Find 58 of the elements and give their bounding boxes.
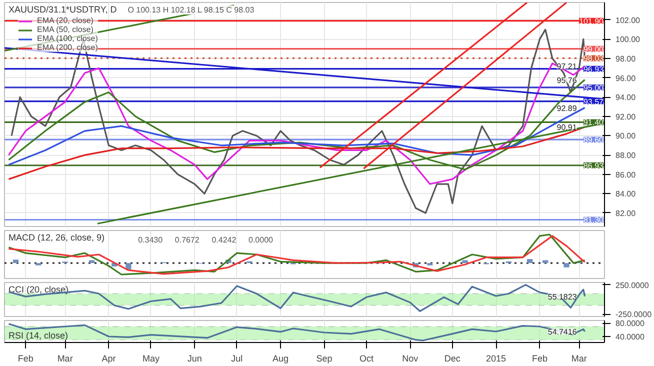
annotation: 90.91 [556,122,578,132]
y-tick-label: 82.00 [616,208,636,218]
legend-label: EMA (20, close) [37,16,94,25]
x-tick-label: Jun [187,354,202,364]
ref-line-label: 96.93 [583,64,604,74]
legend-label: EMA (200, close) [37,43,98,52]
ref-line-label: 98.03 [583,54,604,64]
y-tick-label: 98.00 [616,54,636,64]
y-tick-label: 84.00 [616,190,636,199]
chart-title: XAUUSD/31.1*USDTRY, D [8,4,118,14]
annotation: 0.7672 [174,236,200,244]
ref-line-label: 99.00 [583,44,604,54]
annotation: 0.0000 [248,236,274,244]
x-tick-label: Sep [316,354,332,364]
y-tick-label: 102.00 [616,16,641,25]
y-tick-label: 40.0000 [616,332,645,342]
ref-line-label: 95.00 [583,83,604,92]
ref-line-label: 81.30 [583,216,604,225]
x-tick-label: Dec [444,354,461,364]
annotation: 97.21 [556,62,578,72]
annotation: 0.4242 [212,236,237,244]
text: RSI (14, close) [8,330,68,340]
x-tick-label: Oct [359,354,374,364]
y-tick-label: 250.0000 [616,280,650,290]
legend-label: EMA (100, close) [37,34,98,43]
x-tick-label: Jul [231,354,243,364]
y-tick-label: 100.00 [616,35,641,44]
ref-line-label: 101.90 [579,16,604,26]
x-tick-label: Mar [57,354,73,364]
y-tick-label: -250.0000 [616,310,652,320]
x-tick-label: Mar [571,354,587,364]
ref-line-label: 89.60 [583,136,604,145]
y-tick-label: 96.00 [616,74,636,83]
annotation: 95.76 [556,76,578,86]
y-tick-label: 90.00 [616,132,636,141]
y-tick-label: 94.00 [616,93,636,102]
ref-line-label: 93.57 [583,97,604,106]
y-tick-label: 86.00 [616,170,636,180]
annotation: O 100.13 H 102.18 L 98.15 C 98.03 [128,6,255,14]
x-tick-label: May [142,354,160,364]
chart-title: MACD (12, 26, close, 9) [8,232,105,242]
y-tick-label: 88.00 [616,151,636,160]
chart-title: CCI (20, close) [8,284,69,294]
x-tick-label: Feb [18,354,34,364]
legend-label: EMA (50, close) [37,25,94,34]
x-tick-label: Apr [102,354,116,364]
y-tick-label: 92.00 [616,112,636,122]
x-tick-label: Nov [402,354,419,364]
annotation: 0.3430 [138,236,164,244]
ref-line-label: 86.93 [583,161,604,170]
annotation: 54.7416 [548,328,578,337]
annotation: 92.89 [556,104,578,113]
y-tick-label: 80.0000 [616,319,645,328]
annotation: 55.1823 [548,292,578,302]
ref-line-label: 91.40 [583,118,604,128]
x-tick-label: 2015 [486,354,506,364]
x-tick-label: Aug [272,354,289,364]
x-tick-label: Feb [532,354,548,364]
